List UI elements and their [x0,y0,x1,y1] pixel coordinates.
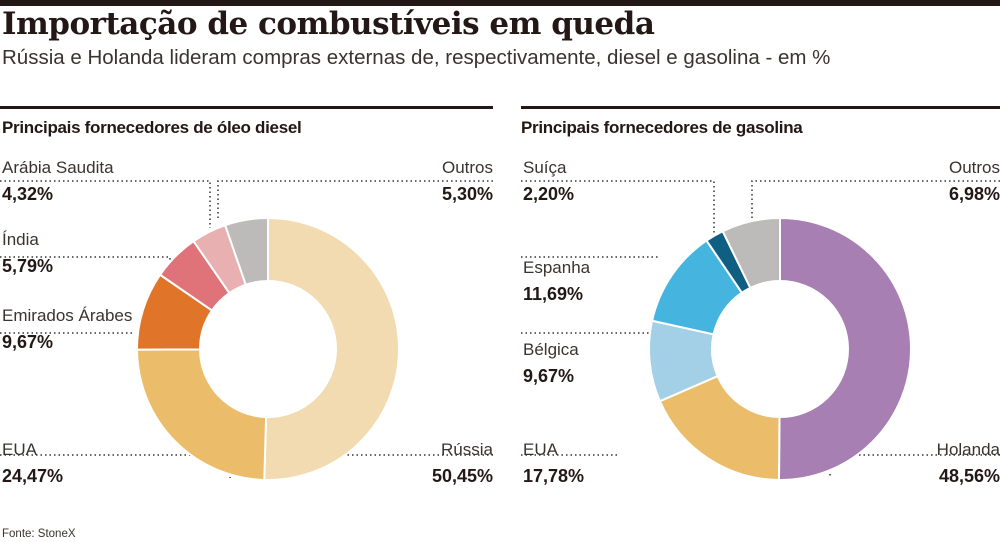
top-bar [0,0,1000,6]
slice-value: 11,69% [523,284,584,304]
slice-value: 17,78% [523,466,585,486]
slice-name: Arábia Saudita [2,158,114,177]
slice-value: 4,32% [2,184,54,204]
label-suica: Suíça 2,20% [523,158,574,204]
slice-value: 9,67% [523,366,575,386]
slice-name: Holanda [936,440,1000,459]
label-outros: Outros 6,98% [949,158,1000,204]
slice-name: Outros [441,158,493,177]
slice-value: 24,47% [2,466,64,486]
slice-name: Emirados Árabes [2,306,133,325]
slice-outros [721,216,781,290]
slice-name: Espanha [523,258,591,277]
slice-name: EUA [523,440,558,459]
slice-name: Índia [2,230,39,249]
source-note: Fonte: StoneX [2,528,76,540]
slice-value: 6,98% [948,184,1000,204]
label-eua: EUA 24,47% [2,440,63,486]
divider [0,106,493,109]
slice-value: 5,79% [2,256,54,276]
slice-name: EUA [2,440,37,459]
label-eua: EUA 17,78% [523,440,584,486]
slice-value: 9,67% [2,332,54,352]
label-arabia-saudita: Arábia Saudita 4,32% [2,158,114,204]
slice-eua [135,348,268,481]
slice-name: Rússia [441,440,493,459]
panel-title-diesel: Principais fornecedores de óleo diesel [2,118,302,137]
divider [521,106,1000,109]
slice-value: 50,45% [431,466,493,486]
label-russia: Rússia 50,45% [432,440,493,486]
label-emirados-arabes: Emirados Árabes 9,67% [2,306,132,352]
slice-value: 48,56% [938,466,1000,486]
label-outros: Outros 5,30% [442,158,493,204]
slice-value: 2,20% [523,184,575,204]
subtitle: Rússia e Holanda lideram compras externa… [2,46,831,69]
label-india: Índia 5,79% [2,230,53,276]
slice-value: 5,30% [441,184,493,204]
slice-outros [223,216,269,287]
label-espanha: Espanha 11,69% [523,258,590,304]
slice-name: Bélgica [523,340,579,359]
label-belgica: Bélgica 9,67% [523,340,579,386]
slice-name: Suíça [523,158,567,177]
slice-name: Outros [948,158,1000,177]
panel-title-gasolina: Principais fornecedores de gasolina [521,118,803,137]
slice-holanda [777,216,913,481]
page-title: Importação de combustíveis em queda [2,6,655,42]
label-holanda: Holanda 48,56% [937,440,1000,486]
slice-russia [263,216,400,481]
